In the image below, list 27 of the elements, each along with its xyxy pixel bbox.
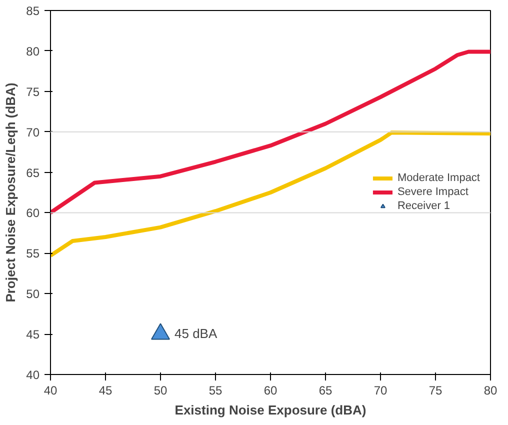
y-tick-label: 60 (26, 206, 40, 220)
legend-label: Moderate Impact (397, 172, 480, 184)
x-tick-label: 75 (428, 384, 442, 398)
x-tick-label: 45 (98, 384, 112, 398)
x-tick-label: 55 (208, 384, 222, 398)
x-tick-label: 40 (44, 384, 58, 398)
legend-label: Severe Impact (397, 186, 468, 198)
y-tick-label: 55 (26, 246, 40, 261)
annotation: 45 dBA (174, 326, 218, 342)
line-series (50, 130, 490, 258)
y-tick-label: 75 (26, 84, 40, 99)
y-tick-label: 45 (26, 328, 40, 342)
x-tick-label: 70 (374, 384, 388, 398)
x-tick-label: 50 (154, 384, 168, 398)
y-axis-title: Project Noise Exposure/Leqh (dBA) (3, 82, 18, 302)
x-tick-label: 65 (318, 384, 332, 398)
y-tick-label: 85 (26, 4, 40, 18)
x-tick-label: 60 (264, 384, 278, 398)
y-tick-label: 65 (26, 166, 40, 180)
y-tick-label: 40 (26, 368, 40, 382)
y-tick-label: 50 (26, 287, 40, 302)
legend-label: Receiver 1 (397, 200, 450, 212)
y-tick-label: 70 (26, 125, 40, 140)
y-tick-label: 80 (26, 44, 40, 58)
x-tick-label: 80 (484, 384, 498, 398)
line-series (50, 50, 490, 215)
x-axis-title: Existing Noise Exposure (dBA) (174, 402, 366, 418)
